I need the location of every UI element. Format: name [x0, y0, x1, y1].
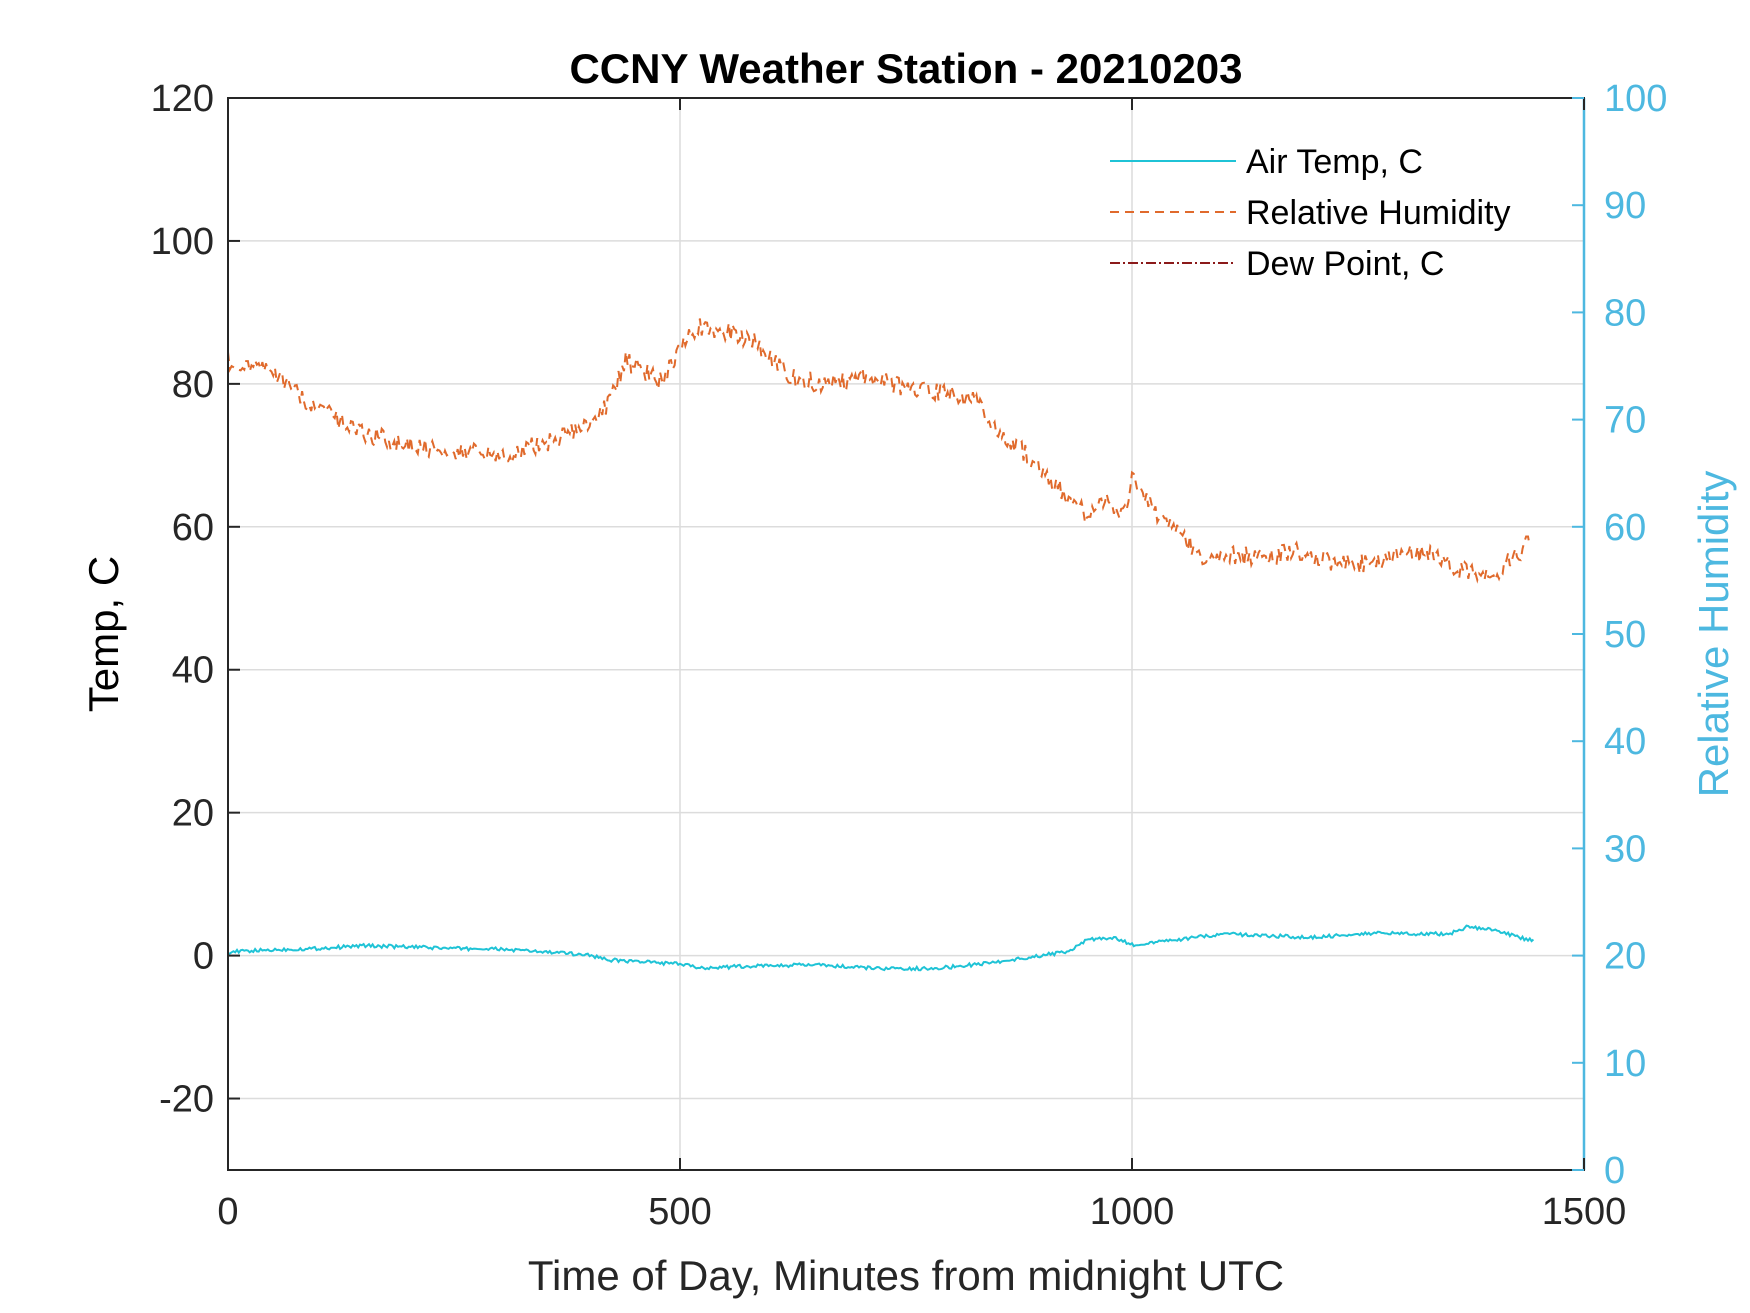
y2-axis-ticks: 0 10 20 30 40 50 60 70 80 90 100 — [1572, 78, 1667, 1192]
y-tick-label: 60 — [172, 507, 214, 549]
y2-tick-label: 60 — [1604, 507, 1646, 549]
series-line-air-temp — [227, 924, 1535, 972]
y2-tick-label: 30 — [1604, 828, 1646, 870]
y-axis-label: Temp, C — [80, 556, 127, 712]
y2-axis-label: Relative Humidity — [1690, 471, 1737, 798]
y-tick-label: 0 — [193, 936, 214, 978]
y2-tick-label: 0 — [1604, 1150, 1625, 1192]
legend: Air Temp, C Relative Humidity Dew Point,… — [1110, 143, 1511, 283]
y2-tick-label: 20 — [1604, 936, 1646, 978]
legend-label-relative-humidity: Relative Humidity — [1246, 194, 1511, 232]
chart-title: CCNY Weather Station - 20210203 — [569, 45, 1242, 92]
x-tick-label: 1000 — [1090, 1191, 1175, 1233]
x-tick-label: 1500 — [1542, 1191, 1627, 1233]
series-line-relative-humidity — [227, 318, 1531, 584]
y2-tick-label: 90 — [1604, 185, 1646, 227]
y2-tick-label: 50 — [1604, 614, 1646, 656]
series-layer — [227, 318, 1535, 972]
y-axis-ticks: -20 0 20 40 60 80 100 120 — [151, 78, 240, 1121]
x-tick-label: 500 — [648, 1191, 711, 1233]
x-axis-label: Time of Day, Minutes from midnight UTC — [528, 1252, 1284, 1299]
y-tick-label: -20 — [159, 1079, 214, 1121]
y2-tick-label: 70 — [1604, 400, 1646, 442]
x-axis-ticks: 0 500 1000 1500 — [217, 98, 1626, 1233]
legend-label-air-temp: Air Temp, C — [1246, 143, 1423, 181]
legend-label-dew-point: Dew Point, C — [1246, 245, 1444, 283]
x-tick-label: 0 — [217, 1191, 238, 1233]
y2-tick-label: 100 — [1604, 78, 1667, 120]
y-tick-label: 20 — [172, 793, 214, 835]
y-tick-label: 120 — [151, 78, 214, 120]
y-tick-label: 100 — [151, 221, 214, 263]
y2-tick-label: 80 — [1604, 292, 1646, 334]
y2-tick-label: 10 — [1604, 1043, 1646, 1085]
y-tick-label: 40 — [172, 650, 214, 692]
gridlines — [227, 97, 1585, 1170]
y2-tick-label: 40 — [1604, 721, 1646, 763]
y-tick-label: 80 — [172, 364, 214, 406]
